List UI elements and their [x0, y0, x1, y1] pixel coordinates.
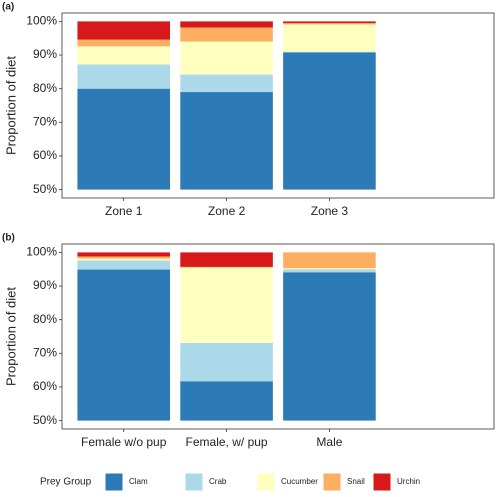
bar-segment: Crab	[283, 51, 376, 53]
panel-label: (a)	[2, 2, 14, 13]
legend-title: Prey Group	[40, 477, 92, 488]
y-axis-title: Proportion of diet	[3, 56, 18, 155]
y-tick-label: 80%	[33, 312, 57, 326]
bar-segment: Cucumber	[283, 24, 376, 52]
bar-segment: Snail	[283, 23, 376, 25]
bar-segment: Snail	[77, 256, 170, 259]
x-tick-label: Female, w/ pup	[186, 435, 268, 449]
y-tick-label: 50%	[33, 182, 57, 196]
bar-segment: Cucumber	[283, 268, 376, 270]
y-tick-label: 50%	[33, 413, 57, 427]
x-tick-label: Female w/o pup	[81, 435, 167, 449]
bar-segment: Clam	[283, 52, 376, 190]
bar-segment: Urchin	[180, 252, 273, 267]
y-tick-label: 70%	[33, 114, 57, 128]
y-tick-label: 80%	[33, 81, 57, 95]
x-tick-label: Zone 2	[208, 204, 246, 218]
bar-segment: Clam	[77, 88, 170, 190]
bar-segment: Crab	[77, 260, 170, 270]
bar-segment: Clam	[77, 269, 170, 421]
y-tick-label: 100%	[26, 14, 57, 28]
bar-segment: Crab	[283, 269, 376, 273]
bar-segment: Cucumber	[180, 41, 273, 75]
y-tick-label: 90%	[33, 47, 57, 61]
bar-segment: Clam	[283, 272, 376, 421]
legend-label: Clam	[129, 477, 148, 486]
bar-segment: Urchin	[180, 21, 273, 28]
bar-segment: Urchin	[77, 252, 170, 257]
panel-label: (b)	[2, 233, 15, 244]
bar-segment: Cucumber	[77, 258, 170, 261]
bar-segment: Crab	[180, 342, 273, 382]
legend-label: Cucumber	[281, 477, 318, 486]
y-tick-label: 100%	[26, 245, 57, 259]
bar-segment: Snail	[283, 252, 376, 269]
legend-label: Urchin	[397, 477, 420, 486]
y-tick-label: 70%	[33, 345, 57, 359]
bar-segment: Clam	[180, 92, 273, 190]
x-tick-label: Zone 3	[311, 204, 349, 218]
y-tick-label: 90%	[33, 278, 57, 292]
x-tick-label: Zone 1	[105, 204, 143, 218]
bar-segment: Snail	[77, 39, 170, 47]
y-tick-label: 60%	[33, 148, 57, 162]
x-tick-label: Male	[316, 435, 342, 449]
bar-segment: Snail	[180, 27, 273, 42]
bar-segment: Clam	[180, 381, 273, 421]
y-tick-label: 60%	[33, 379, 57, 393]
legend-key	[184, 472, 204, 492]
bar-segment: Cucumber	[180, 267, 273, 343]
legend-key	[372, 472, 392, 492]
bar-segment: Urchin	[283, 21, 376, 24]
bar-segment: Cucumber	[77, 46, 170, 65]
bar-segment: Crab	[180, 74, 273, 93]
bar-segment: Urchin	[77, 21, 170, 40]
bar-segment: Crab	[77, 64, 170, 89]
y-axis-title: Proportion of diet	[3, 287, 18, 386]
legend-label: Snail	[347, 477, 365, 486]
legend-key	[104, 472, 124, 492]
legend-key	[322, 472, 342, 492]
legend-key	[256, 472, 276, 492]
legend-label: Crab	[209, 477, 227, 486]
bar-segment: Snail	[180, 266, 273, 268]
